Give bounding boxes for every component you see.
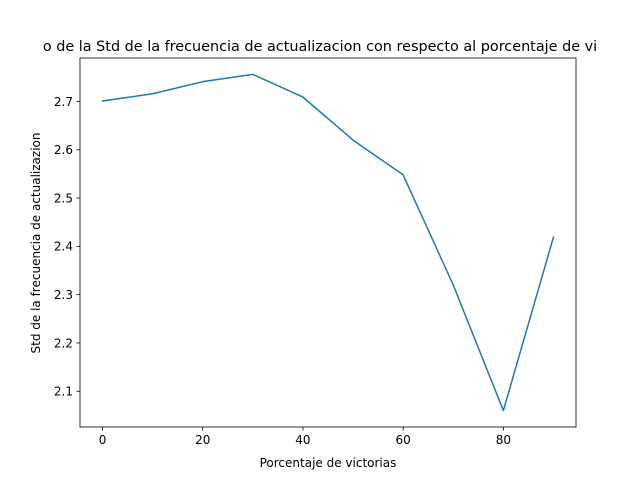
y-tick-label: 2.2 xyxy=(54,336,73,350)
x-tick-label: 80 xyxy=(496,433,511,447)
axes-frame xyxy=(79,57,577,428)
y-tick-label: 2.1 xyxy=(54,385,73,399)
y-tick-label: 2.4 xyxy=(54,240,73,254)
tick-group: 0 20 40 60 80 2.1 2.2 2.3 2.4 2.5 2.6 2.7 xyxy=(54,95,511,447)
x-tick-label: 0 xyxy=(99,433,107,447)
chart-title: o de la Std de la frecuencia de actualiz… xyxy=(43,39,597,55)
x-axis-title: Porcentaje de victorias xyxy=(260,456,397,470)
x-tick-label: 20 xyxy=(195,433,210,447)
series-line-0 xyxy=(101,73,555,412)
x-tick-label: 40 xyxy=(295,433,310,447)
y-axis-title: Std de la frecuencia de actualizazion xyxy=(29,133,43,354)
x-tick-label: 60 xyxy=(396,433,411,447)
y-tick-label: 2.5 xyxy=(54,191,73,205)
plot-area xyxy=(79,57,577,428)
y-tick-label: 2.6 xyxy=(54,143,73,157)
y-tick-label: 2.7 xyxy=(54,95,73,109)
y-tick-label: 2.3 xyxy=(54,288,73,302)
